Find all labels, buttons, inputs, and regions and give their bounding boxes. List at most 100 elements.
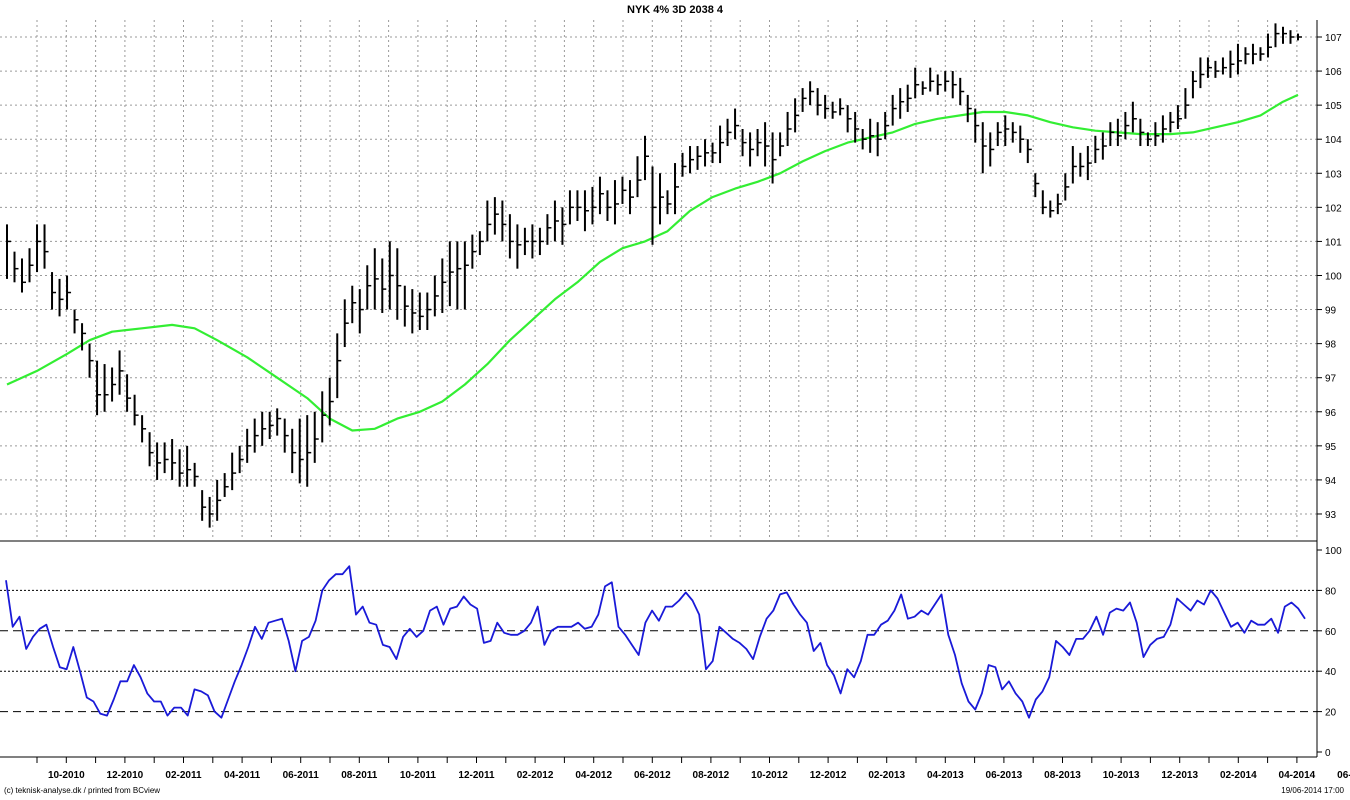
price-bar (1297, 33, 1302, 41)
price-bar (88, 343, 94, 378)
price-bar (1146, 132, 1152, 147)
price-bar (36, 224, 42, 273)
price-bar (944, 71, 950, 92)
price-bar (343, 299, 349, 348)
price-bar (1236, 43, 1242, 75)
price-bar (839, 98, 845, 116)
price-bar (869, 118, 875, 153)
price-bar (598, 176, 604, 215)
x-tick-label: 06-2014 (1337, 770, 1350, 781)
price-bar (621, 176, 627, 204)
price-bar (96, 360, 102, 416)
axes-layer (0, 20, 1318, 758)
price-y-tick-label: 97 (1325, 374, 1337, 385)
price-bar (1056, 193, 1062, 215)
x-tick-label: 12-2011 (458, 770, 495, 781)
indicator-line (5, 565, 1306, 719)
price-y-tick-label: 106 (1325, 67, 1342, 78)
price-bar (381, 258, 387, 313)
price-bar (111, 367, 117, 402)
price-bar (966, 94, 972, 123)
price-bar (876, 122, 882, 157)
price-bar (216, 479, 222, 521)
price-bar (1116, 118, 1122, 147)
price-bar (996, 122, 1002, 147)
price-bar (21, 258, 27, 293)
price-bar (831, 101, 837, 119)
x-tick-label: 04-2014 (1279, 770, 1316, 781)
price-bar (66, 275, 72, 310)
x-tick-label: 08-2012 (693, 770, 730, 781)
indicator-y-tick-label: 80 (1325, 586, 1337, 597)
price-y-tick-label: 93 (1325, 510, 1337, 521)
price-bar (861, 128, 867, 150)
price-bar (921, 81, 927, 95)
price-bar (396, 248, 402, 320)
x-tick-label: 06-2011 (283, 770, 320, 781)
price-bar (959, 77, 965, 106)
price-bar (283, 418, 289, 453)
price-bar (1101, 132, 1107, 160)
indicator-y-tick-label: 60 (1325, 627, 1337, 638)
price-bar (981, 122, 987, 174)
price-bar (1071, 146, 1077, 184)
price-bar (1041, 190, 1047, 215)
price-bar (741, 128, 747, 157)
price-bar (403, 285, 409, 327)
price-bar (681, 152, 687, 177)
price-bar (989, 132, 995, 167)
price-bar (208, 496, 214, 528)
price-y-tick-label: 101 (1325, 237, 1342, 248)
price-bar (891, 94, 897, 126)
footer-copyright: (c) teknisk-analyse.dk / printed from BC… (4, 786, 160, 795)
price-grid (0, 20, 1317, 537)
price-bar (6, 224, 11, 279)
price-bar (298, 418, 304, 484)
price-bar (794, 98, 800, 133)
price-bar (779, 132, 785, 157)
price-bars-layer (6, 23, 1302, 528)
price-bar (223, 473, 229, 497)
price-bar (696, 146, 702, 170)
price-bar (463, 241, 469, 310)
price-bar (426, 292, 432, 331)
price-bar (583, 190, 589, 232)
price-bar (1019, 125, 1025, 153)
indicator-y-tick-label: 100 (1325, 546, 1342, 557)
price-y-tick-label: 99 (1325, 306, 1337, 317)
price-bar (591, 186, 597, 225)
x-tick-label: 02-2012 (517, 770, 554, 781)
price-bar (1026, 139, 1032, 164)
price-bar (388, 241, 394, 310)
x-tick-label: 10-2012 (751, 770, 788, 781)
price-y-tick-label: 107 (1325, 33, 1342, 44)
price-bar (1259, 47, 1265, 61)
price-bar (1251, 43, 1257, 65)
price-bar (651, 166, 657, 245)
price-bar (471, 234, 477, 269)
price-bar (163, 442, 169, 474)
price-bar (734, 108, 740, 140)
price-bar (553, 200, 559, 242)
price-bar (148, 432, 154, 467)
price-bar (1004, 115, 1010, 147)
indicator-y-ticks: 0 20 40 60 80 100 (1317, 546, 1342, 759)
price-y-ticks: 93 94 95 96 97 98 99 100 101 102 103 104 105 106 107 (1317, 33, 1342, 521)
price-bar (1124, 111, 1130, 140)
price-y-tick-label: 102 (1325, 203, 1342, 214)
price-bar (28, 248, 34, 283)
price-bar (1176, 105, 1182, 129)
price-bar (666, 190, 672, 215)
price-bar (1161, 115, 1167, 143)
price-bar (156, 442, 162, 480)
price-bar (606, 190, 612, 221)
price-bar (756, 128, 762, 157)
price-bar (1184, 88, 1190, 119)
indicator-grid (0, 589, 1317, 713)
x-tick-label: 02-2011 (165, 770, 202, 781)
x-tick-label: 12-2010 (107, 770, 144, 781)
price-bar (1079, 152, 1085, 177)
price-bar (1221, 57, 1227, 75)
